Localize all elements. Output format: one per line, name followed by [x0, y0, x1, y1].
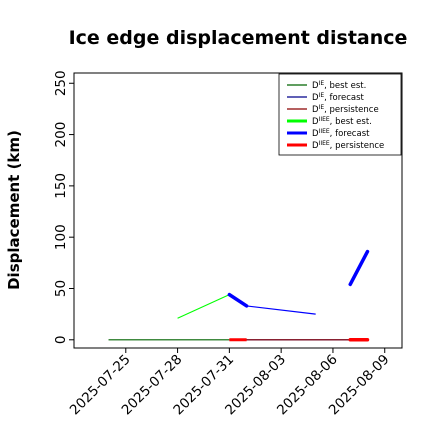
- y-tick-label: 50: [53, 280, 69, 297]
- series-line-thin-segment: [246, 305, 316, 315]
- legend-entry: DIE, persistence: [312, 104, 379, 115]
- series-line-thick-segment: [227, 292, 249, 308]
- series-line: [177, 294, 230, 319]
- y-tick-label: 100: [53, 224, 69, 250]
- legend-entry: DIIEE, forecast: [312, 128, 370, 139]
- series-line-thick-segment: [348, 249, 370, 287]
- y-axis-label: Displacement (km): [5, 130, 23, 290]
- legend-entry: DIIEE, persistence: [312, 140, 384, 151]
- y-tick-label: 250: [53, 70, 69, 96]
- y-tick-label: 150: [53, 173, 69, 199]
- legend-entry: DIIEE, best est.: [312, 116, 372, 127]
- chart-title: Ice edge displacement distance: [69, 27, 408, 49]
- y-tick-label: 200: [53, 122, 69, 148]
- y-tick-label: 0: [53, 335, 69, 344]
- legend-entry: DIE, best est.: [312, 80, 366, 91]
- plot-frame: [73, 72, 403, 349]
- legend-box: [278, 73, 402, 156]
- legend-entry: DIE, forecast: [312, 92, 365, 103]
